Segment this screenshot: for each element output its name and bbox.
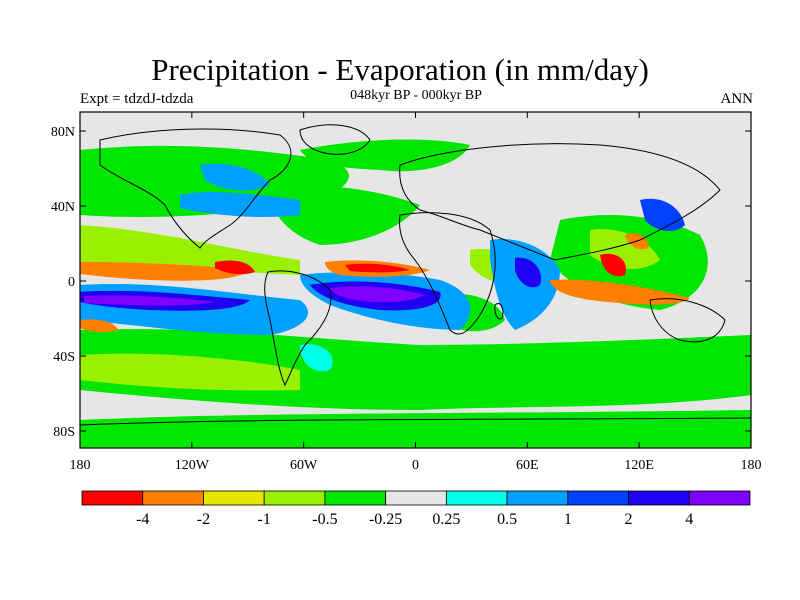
colorbar-swatch [385, 490, 447, 506]
colorbar-label: -1 [258, 511, 271, 528]
arctic-green [300, 139, 470, 172]
lon-tick-label: 120W [175, 458, 210, 473]
maritime-orange [550, 279, 690, 305]
colorbar-label: 1 [564, 511, 572, 528]
colorbar-swatch [263, 490, 326, 506]
tropical-pacific-lime [80, 225, 300, 275]
period-label: 048kyr BP - 000kyr BP [350, 88, 482, 103]
colorbar-swatch [628, 490, 690, 506]
lat-tick-label: 40N [51, 200, 75, 215]
colorbar-swatch [324, 490, 387, 506]
atlantic-violet [330, 286, 425, 303]
colorbar-label: -4 [136, 511, 149, 528]
longitude-ticks: 180 120W 60W 0 60E 120E 180 [70, 112, 762, 473]
lon-tick-label: 180 [70, 458, 91, 473]
lon-tick-label: 0 [412, 458, 419, 473]
colorbar-label: -0.25 [369, 511, 402, 528]
indian-indigo [515, 257, 541, 288]
east-pacific-red [215, 260, 255, 275]
experiment-label: Expt = tdzdJ-tdzda [80, 91, 194, 107]
colorbar: -4 -2 -1 -0.5 -0.25 0.25 0.5 1 2 4 [81, 490, 751, 528]
lat-tick-label: 80S [53, 425, 75, 440]
hudson-blue [200, 163, 270, 191]
lat-tick-label: 40S [53, 350, 75, 365]
colorbar-label: -0.5 [312, 511, 337, 528]
colorbar-label: 2 [625, 511, 633, 528]
colorbar-label: 4 [685, 511, 693, 528]
north-atlantic-green [270, 185, 420, 245]
indochina-red [600, 253, 626, 277]
colorbar-swatch [203, 490, 265, 506]
map-field [80, 112, 751, 448]
lon-tick-label: 180 [741, 458, 762, 473]
south-pacific-violet [84, 295, 215, 306]
southwest-atlantic-cyan [300, 344, 333, 372]
map-title: Precipitation - Evaporation (in mm/day) [151, 52, 649, 87]
dateline-orange [80, 319, 118, 333]
colorbar-swatch [445, 490, 508, 506]
lon-tick-label: 60E [516, 458, 539, 473]
antarctic-green [80, 410, 751, 448]
equatorial-atlantic-red [345, 263, 410, 273]
season-label: ANN [720, 91, 754, 107]
colorbar-swatch [506, 490, 569, 506]
colorbar-swatch [688, 490, 751, 506]
coastlines [80, 124, 751, 426]
latitude-ticks: 80N 40N 0 40S 80S [51, 125, 751, 440]
equatorial-pacific-orange [80, 262, 250, 281]
north-pacific-blue [180, 192, 300, 218]
colorbar-label: 0.5 [497, 511, 517, 528]
colorbar-label: -2 [197, 511, 210, 528]
lon-tick-label: 120E [624, 458, 654, 473]
colorbar-swatch [81, 490, 144, 506]
lat-tick-label: 0 [68, 275, 75, 290]
colorbar-swatch [142, 490, 204, 506]
south-pacific-lime [80, 353, 300, 391]
colorbar-swatch [567, 490, 629, 506]
lon-tick-label: 60W [290, 458, 318, 473]
lat-tick-label: 80N [51, 125, 75, 140]
colorbar-label: 0.25 [432, 511, 460, 528]
